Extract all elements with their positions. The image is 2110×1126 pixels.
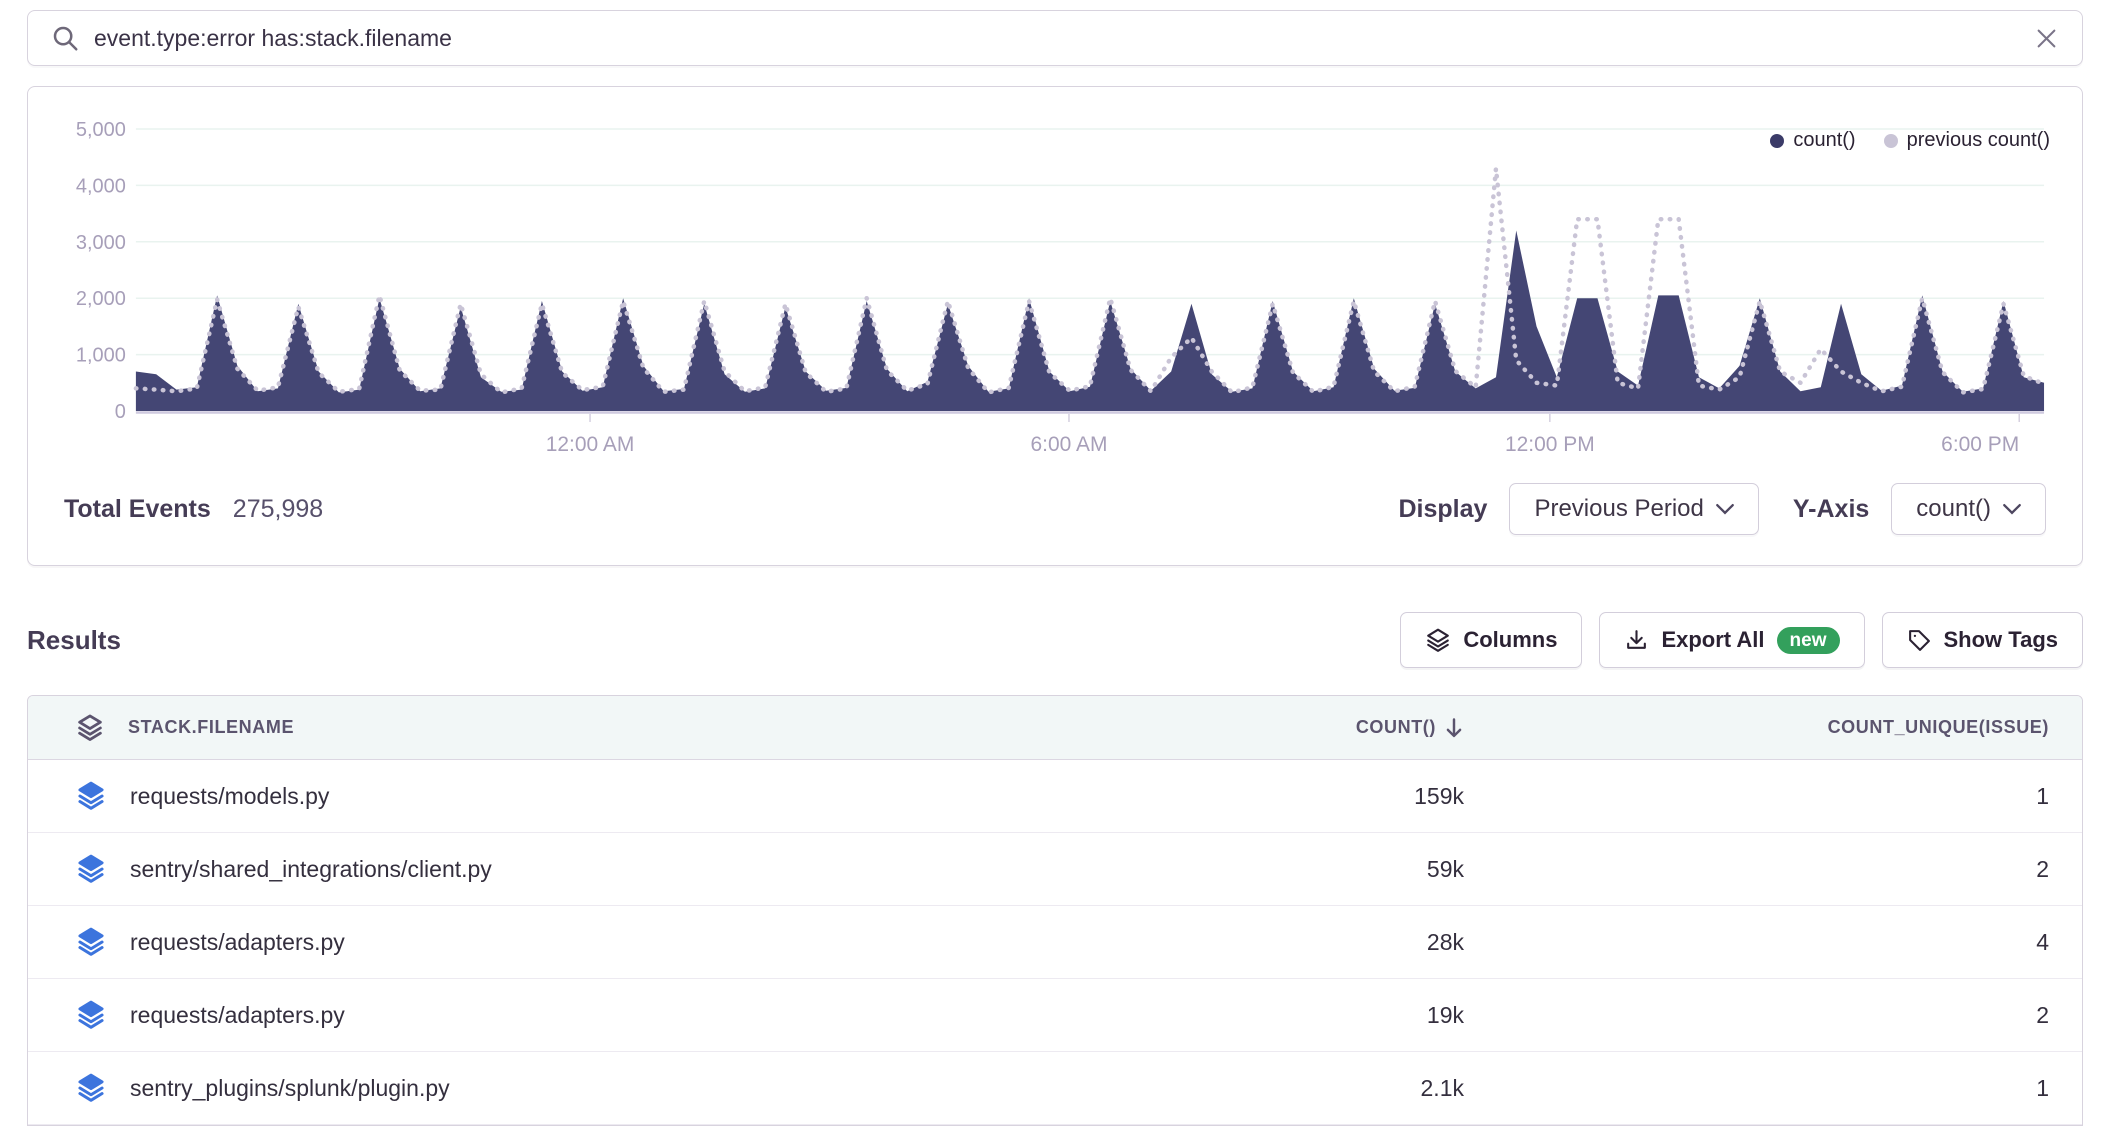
column-header-count[interactable]: COUNT() — [1144, 717, 1464, 739]
y-axis-tick-label: 1,000 — [76, 345, 126, 367]
previous-series-dot-icon — [1883, 133, 1898, 148]
sort-desc-arrow-icon — [1446, 717, 1462, 737]
stack-filename-value[interactable]: requests/models.py — [130, 782, 330, 809]
table-body: requests/models.py 159k 1 sentry/shared_… — [28, 760, 2082, 1125]
table-row: sentry_plugins/splunk/plugin.py 2.1k 1 — [28, 1052, 2082, 1125]
column-header-stack-filename[interactable]: STACK.FILENAME — [28, 713, 1144, 743]
unique-issue-count-value[interactable]: 1 — [2036, 1074, 2049, 1101]
table-row: requests/adapters.py 28k 4 — [28, 906, 2082, 979]
x-axis-tick-label: 6:00 PM — [1941, 433, 2019, 456]
legend-count-label: count() — [1793, 129, 1856, 151]
y-axis-tick-label: 5,000 — [76, 119, 126, 141]
stack-filename-value[interactable]: sentry/shared_integrations/client.py — [130, 855, 492, 882]
yaxis-dropdown[interactable]: count() — [1891, 483, 2046, 535]
layers-icon — [1427, 628, 1450, 652]
y-axis-tick-label: 3,000 — [76, 232, 126, 254]
export-all-button[interactable]: Export All new — [1599, 612, 1865, 668]
stack-trace-icon[interactable] — [76, 780, 106, 812]
area-chart-canvas[interactable]: 0 1,000 2,000 3,000 4,000 5,000 12:00 AM 6:00 A… — [28, 87, 2082, 467]
count-value[interactable]: 2.1k — [1420, 1074, 1464, 1101]
results-header: Results Columns Export All new Show Tags — [27, 612, 2083, 668]
count-value[interactable]: 159k — [1414, 782, 1464, 809]
yaxis-dropdown-value: count() — [1916, 495, 1991, 522]
x-axis-tick-label: 12:00 PM — [1505, 433, 1595, 456]
unique-issue-count-value[interactable]: 2 — [2036, 855, 2049, 882]
y-axis-tick-label: 2,000 — [76, 288, 126, 310]
y-axis-tick-label: 4,000 — [76, 175, 126, 197]
chart-legend: count() previous count() — [1770, 129, 2050, 152]
columns-button-label: Columns — [1463, 627, 1558, 652]
chart-footer: Total Events 275,998 Display Previous Pe… — [28, 467, 2082, 565]
stack-filename-cell: sentry/shared_integrations/client.py — [28, 853, 1144, 885]
legend-item-previous-count[interactable]: previous count() — [1883, 129, 2050, 152]
results-table: STACK.FILENAME COUNT() COUNT_UNIQUE(ISSU… — [27, 695, 2083, 1126]
events-chart[interactable]: 0 1,000 2,000 3,000 4,000 5,000 12:00 AM 6:00 A… — [28, 87, 2082, 467]
count-header-label: COUNT() — [1355, 717, 1436, 737]
previous-count-line-series — [133, 166, 2047, 395]
count-series-dot-icon — [1770, 133, 1785, 148]
stack-trace-icon[interactable] — [76, 853, 106, 885]
stack-trace-icon[interactable] — [76, 926, 106, 958]
stack-filename-value[interactable]: sentry_plugins/splunk/plugin.py — [130, 1074, 450, 1101]
stack-filename-header-label: STACK.FILENAME — [128, 717, 295, 737]
table-row: requests/adapters.py 19k 2 — [28, 979, 2082, 1052]
clear-search-icon[interactable] — [2033, 25, 2060, 52]
show-tags-button[interactable]: Show Tags — [1881, 612, 2083, 668]
table-header-row: STACK.FILENAME COUNT() COUNT_UNIQUE(ISSU… — [28, 696, 2082, 760]
results-heading: Results — [27, 624, 121, 655]
chevron-down-icon — [2003, 503, 2021, 515]
total-events-value: 275,998 — [232, 494, 324, 523]
columns-button[interactable]: Columns — [1400, 612, 1583, 668]
unique-issue-count-value[interactable]: 4 — [2036, 928, 2049, 955]
y-axis-tick-label: 0 — [115, 401, 126, 423]
x-axis-tick-label: 12:00 AM — [546, 433, 635, 456]
table-row: sentry/shared_integrations/client.py 59k… — [28, 833, 2082, 906]
count-value[interactable]: 59k — [1426, 855, 1464, 882]
column-header-count-unique-issue[interactable]: COUNT_UNIQUE(ISSUE) — [1464, 717, 2082, 738]
stack-filename-value[interactable]: requests/adapters.py — [130, 928, 345, 955]
new-feature-badge: new — [1776, 626, 1840, 654]
table-row: requests/models.py 159k 1 — [28, 760, 2082, 833]
search-icon — [53, 26, 78, 51]
download-icon — [1627, 629, 1647, 649]
layers-icon — [78, 714, 102, 741]
search-bar — [27, 10, 2083, 66]
total-events-label: Total Events — [64, 494, 211, 523]
tag-icon — [1908, 629, 1930, 651]
stack-trace-icon[interactable] — [76, 1072, 106, 1104]
display-label: Display — [1398, 494, 1488, 523]
stack-filename-cell: requests/adapters.py — [28, 926, 1144, 958]
stack-filename-cell: requests/models.py — [28, 780, 1144, 812]
chevron-down-icon — [1715, 503, 1734, 515]
count-value[interactable]: 19k — [1426, 1001, 1464, 1028]
count-value[interactable]: 28k — [1426, 928, 1464, 955]
stack-filename-cell: sentry_plugins/splunk/plugin.py — [28, 1072, 1144, 1104]
unique-issue-count-value[interactable]: 2 — [2036, 1001, 2049, 1028]
yaxis-label: Y-Axis — [1792, 494, 1870, 523]
chart-panel: 0 1,000 2,000 3,000 4,000 5,000 12:00 AM 6:00 A… — [27, 86, 2083, 566]
count-area-series — [135, 230, 2045, 411]
search-input[interactable] — [94, 24, 2033, 52]
count-unique-header-label: COUNT_UNIQUE(ISSUE) — [1827, 717, 2049, 737]
unique-issue-count-value[interactable]: 1 — [2036, 782, 2049, 809]
stack-filename-value[interactable]: requests/adapters.py — [130, 1001, 345, 1028]
legend-previous-label: previous count() — [1906, 129, 2050, 151]
stack-filename-cell: requests/adapters.py — [28, 999, 1144, 1031]
legend-item-count[interactable]: count() — [1770, 129, 1856, 152]
display-dropdown-value: Previous Period — [1534, 495, 1704, 522]
x-axis-tick-label: 6:00 AM — [1031, 433, 1108, 456]
display-dropdown[interactable]: Previous Period — [1509, 483, 1759, 535]
show-tags-button-label: Show Tags — [1943, 627, 2059, 652]
export-all-button-label: Export All — [1661, 627, 1765, 652]
stack-trace-icon[interactable] — [76, 999, 106, 1031]
